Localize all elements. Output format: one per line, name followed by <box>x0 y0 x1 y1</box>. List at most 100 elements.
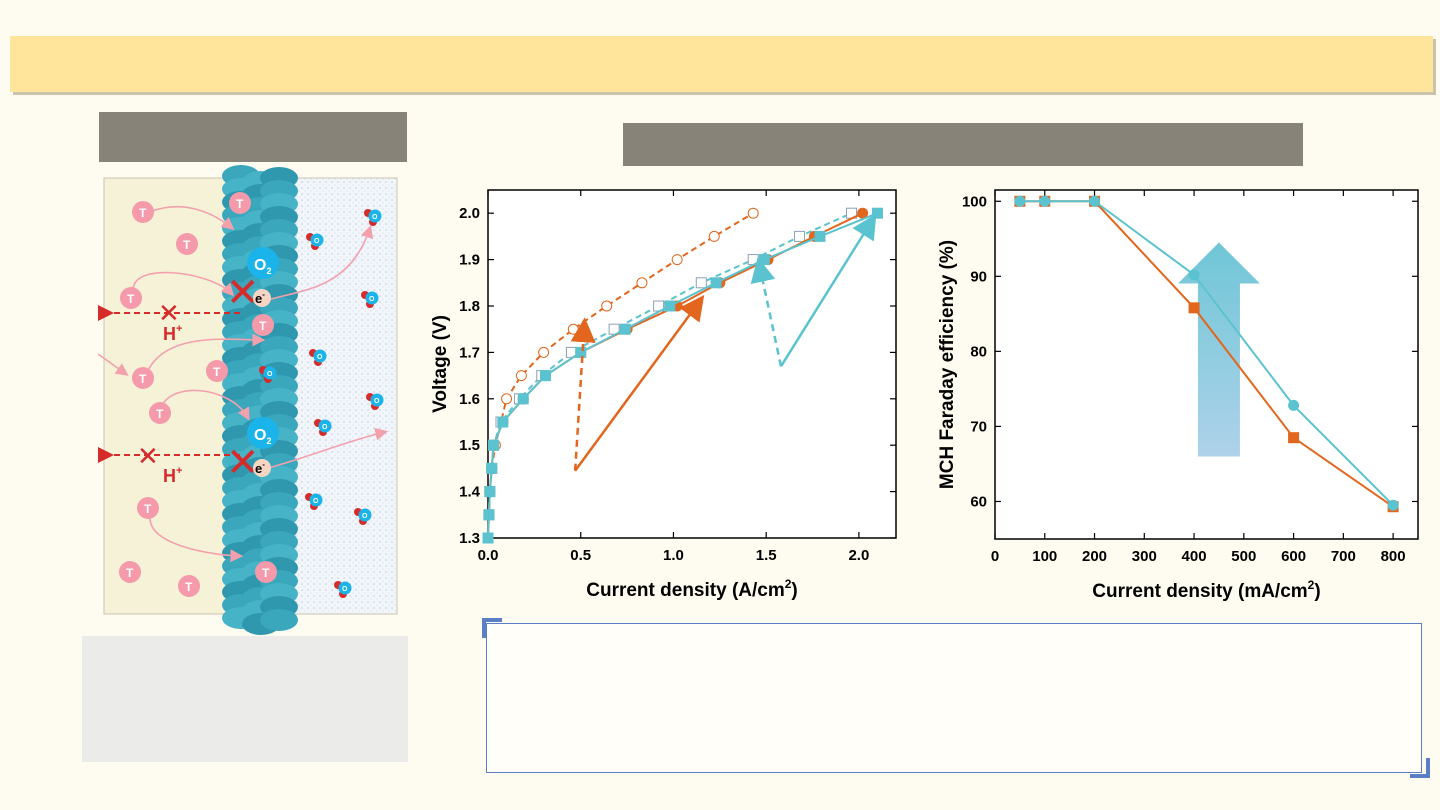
x-axis-label: Current density (mA/cm2) <box>1092 578 1320 602</box>
annotation-arrow <box>574 295 705 472</box>
toluene-label: T <box>126 566 134 580</box>
data-point <box>1188 269 1200 281</box>
data-point <box>794 230 806 242</box>
x-tick-label: 0.0 <box>478 547 499 564</box>
toluene-label: T <box>185 580 193 594</box>
note-corner-top-left <box>482 618 502 638</box>
chart-1: 0 100 200 300 400 500 600 700 800 60 70 80 90 100 Curr… <box>937 189 1419 602</box>
data-point <box>486 462 498 474</box>
y-tick-label: 70 <box>970 418 987 435</box>
improvement-arrow <box>1177 242 1260 457</box>
schematic-title-bar <box>99 112 407 162</box>
water-molecules: O O O O O O O O O O <box>259 209 384 598</box>
block-x-icon: ✕ <box>137 441 159 471</box>
svg-text:O2: O2 <box>254 427 271 446</box>
data-point <box>515 370 527 382</box>
toluene-circle <box>252 314 274 336</box>
toluene-label: T <box>144 502 152 516</box>
proton-block-upper: ✕ H+ <box>98 298 240 344</box>
water-molecule: O <box>366 393 384 410</box>
data-point <box>1188 302 1200 314</box>
toluene-circle <box>149 402 171 424</box>
data-point <box>567 323 579 335</box>
proton-block-lower: ✕ H+ <box>98 441 240 486</box>
plot-frame <box>487 189 897 539</box>
data-point <box>671 254 683 266</box>
data-point <box>695 277 707 289</box>
electrode-particle <box>260 609 298 631</box>
chart-title-bar <box>623 123 1303 166</box>
data-point <box>871 207 883 219</box>
toluene-molecule: T <box>132 367 154 389</box>
toluene-molecule: T <box>252 314 274 336</box>
x-tick-label: 500 <box>1231 548 1256 565</box>
data-point <box>1014 195 1026 207</box>
x-tick-label: 1.5 <box>756 547 777 564</box>
oxygen-atom <box>365 291 379 305</box>
toluene-circle <box>119 561 141 583</box>
block-x-icon: ✕ <box>226 271 260 315</box>
svg-text:e-: e- <box>255 290 265 306</box>
toluene-label: T <box>156 407 164 421</box>
oxygen-label: O <box>374 398 380 405</box>
y-tick-label: 100 <box>962 193 987 210</box>
data-point <box>1288 399 1300 411</box>
toluene-circle <box>120 287 142 309</box>
toluene-circle <box>176 233 198 255</box>
toluene-label: T <box>213 365 221 379</box>
oxygen-atom <box>358 508 372 522</box>
data-point <box>488 439 500 451</box>
toluene-circle <box>132 201 154 223</box>
y-tick-label: 90 <box>970 268 987 285</box>
data-point <box>1288 432 1300 444</box>
y-tick-label: 1.3 <box>459 530 480 547</box>
water-molecule: O <box>305 493 323 510</box>
x-tick-label: 700 <box>1331 548 1356 565</box>
oxygen-atom <box>318 419 332 433</box>
oxygen-atom <box>368 209 382 223</box>
data-point <box>601 300 613 312</box>
note-box <box>486 623 1422 773</box>
x-tick-label: 800 <box>1381 548 1406 565</box>
oxygen-label: O <box>313 498 319 505</box>
toluene-molecule: T <box>132 201 154 223</box>
data-point <box>539 370 551 382</box>
toluene-label: T <box>259 319 267 333</box>
schematic-caption-box <box>82 636 408 762</box>
data-point <box>501 393 513 405</box>
water-molecule: O <box>354 508 372 525</box>
data-point <box>636 277 648 289</box>
toluene-label: T <box>139 372 147 386</box>
toluene-molecule: T <box>119 561 141 583</box>
x-tick-label: 200 <box>1082 548 1107 565</box>
block-x-icon: ✕ <box>158 298 180 328</box>
toluene-molecule: T <box>255 561 277 583</box>
data-point <box>758 254 770 266</box>
oxygen-label: O <box>314 238 320 245</box>
oxygen-atom <box>370 393 384 407</box>
toluene-circle <box>206 360 228 382</box>
data-point <box>708 230 720 242</box>
toluene-molecule: T <box>229 192 251 214</box>
block-x-icon: ✕ <box>226 441 260 485</box>
toluene-molecule: T <box>120 287 142 309</box>
water-molecule: O <box>361 291 379 308</box>
data-point <box>1387 499 1399 511</box>
data-point <box>575 346 587 358</box>
oxygen-atom <box>263 366 277 380</box>
oxygen-atom <box>338 581 352 595</box>
svg-text:O2: O2 <box>254 257 271 276</box>
oxygen-label: O <box>369 296 375 303</box>
toluene-molecule: T <box>149 402 171 424</box>
water-molecule: O <box>259 366 277 383</box>
toluene-label: T <box>262 566 270 580</box>
data-point <box>619 323 631 335</box>
data-point <box>664 300 676 312</box>
y-axis-label: Voltage (V) <box>430 315 451 413</box>
data-point <box>814 230 826 242</box>
data-point <box>484 486 496 498</box>
data-point <box>497 416 509 428</box>
annotation-arrow <box>570 317 596 471</box>
water-molecule: O <box>306 233 324 250</box>
